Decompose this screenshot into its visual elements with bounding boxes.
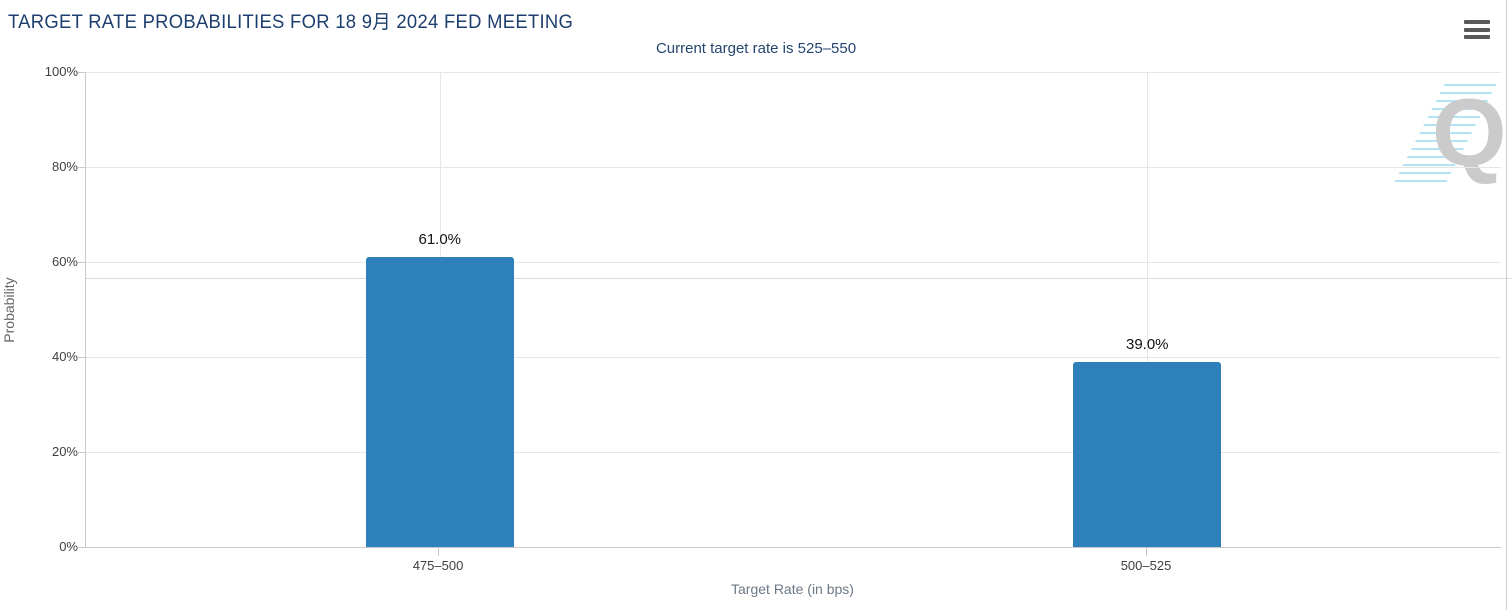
x-tick-label: 500–525 — [1120, 558, 1172, 573]
plot-area: 61.0% 39.0% — [85, 72, 1512, 548]
x-tick-mark — [438, 548, 439, 556]
gridline-100 — [86, 72, 1501, 73]
gridline-20 — [86, 452, 1501, 453]
category-column: 39.0% — [794, 72, 1502, 547]
y-tick-label: 100% — [44, 64, 78, 79]
panel-right-border — [1506, 0, 1507, 610]
y-axis-title: Probability — [1, 277, 17, 343]
bar-500-525[interactable] — [1073, 361, 1222, 547]
chart-subtitle: Current target rate is 525–550 — [655, 40, 857, 57]
bar-475-500[interactable] — [365, 257, 514, 547]
y-tick-label: 60% — [51, 254, 78, 269]
y-tick-mark — [78, 262, 85, 263]
y-tick-mark — [78, 452, 85, 453]
chart-title: TARGET RATE PROBABILITIES FOR 18 9月 2024… — [8, 12, 574, 33]
bar-value-label: 61.0% — [418, 231, 462, 249]
y-tick-label: 0% — [59, 539, 78, 554]
x-tick-label: 475–500 — [412, 558, 464, 573]
y-tick-label: 20% — [51, 444, 78, 459]
y-tick-label: 80% — [51, 159, 78, 174]
x-axis-title: Target Rate (in bps) — [731, 581, 854, 597]
gridline-40 — [86, 357, 1501, 358]
y-tick-mark — [78, 547, 85, 548]
bar-value-label: 39.0% — [1125, 335, 1169, 353]
gridline-80 — [86, 167, 1501, 168]
category-column: 61.0% — [86, 72, 794, 547]
x-tick-mark — [1146, 548, 1147, 556]
hamburger-menu-icon[interactable] — [1464, 20, 1490, 39]
y-tick-label: 40% — [51, 349, 78, 364]
gridline-60 — [86, 262, 1501, 263]
crosshair-line — [86, 278, 1512, 279]
gridline-cat-2 — [1147, 72, 1149, 547]
y-tick-mark — [78, 72, 85, 73]
y-tick-mark — [78, 167, 85, 168]
y-tick-mark — [78, 357, 85, 358]
